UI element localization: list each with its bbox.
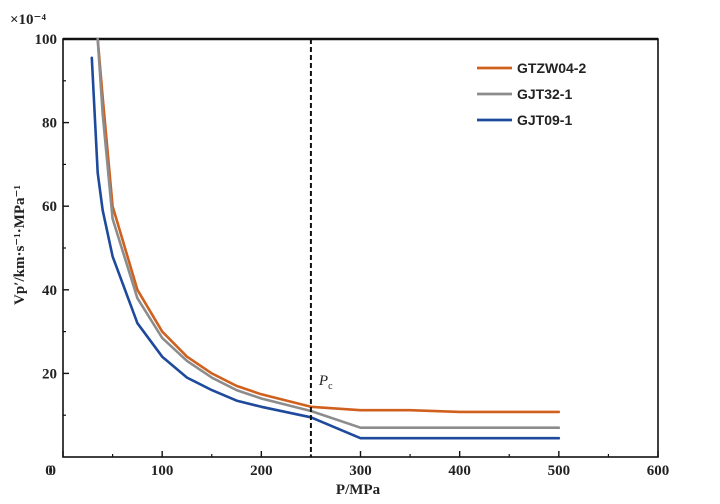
y-tick-label: 0 bbox=[49, 463, 57, 479]
critical-pressure-marker: Pc bbox=[309, 39, 333, 457]
y-tick-label: 100 bbox=[35, 32, 58, 48]
series-lines bbox=[90, 37, 561, 440]
legend-label-gjt32-1: GJT32-1 bbox=[517, 86, 572, 102]
x-axis-label: P/MPa bbox=[336, 482, 381, 498]
x-tick-label: 0 bbox=[45, 463, 53, 479]
legend: GTZW04-2 GJT32-1 GJT09-1 bbox=[477, 60, 586, 128]
critical-pressure-label: Pc bbox=[318, 373, 333, 392]
series-line-gjt09-1 bbox=[90, 56, 561, 440]
series-line-gjt32-1 bbox=[96, 37, 561, 430]
series-line-gtzw04-2 bbox=[96, 37, 561, 414]
y-tick-label: 40 bbox=[42, 283, 57, 299]
legend-label-gtzw04-2: GTZW04-2 bbox=[517, 60, 586, 76]
x-tick-label: 600 bbox=[647, 463, 670, 479]
y-tick-label: 20 bbox=[42, 366, 57, 382]
x-tick-label: 200 bbox=[250, 463, 273, 479]
legend-label-gjt09-1: GJT09-1 bbox=[517, 112, 572, 128]
x-tick-label: 100 bbox=[151, 463, 174, 479]
x-tick-label: 400 bbox=[448, 463, 471, 479]
axes: 0 100 200 300 400 500 600 0 20 40 60 80 100 bbox=[35, 32, 670, 479]
x-tick-label: 500 bbox=[548, 463, 571, 479]
y-axis-label: Vp′/km·s⁻¹·MPa⁻¹ bbox=[12, 185, 28, 305]
y-axis-multiplier: ×10⁻⁴ bbox=[10, 12, 46, 28]
y-tick-label: 80 bbox=[42, 116, 57, 132]
x-tick-label: 300 bbox=[349, 463, 372, 479]
y-tick-label: 60 bbox=[42, 199, 57, 215]
